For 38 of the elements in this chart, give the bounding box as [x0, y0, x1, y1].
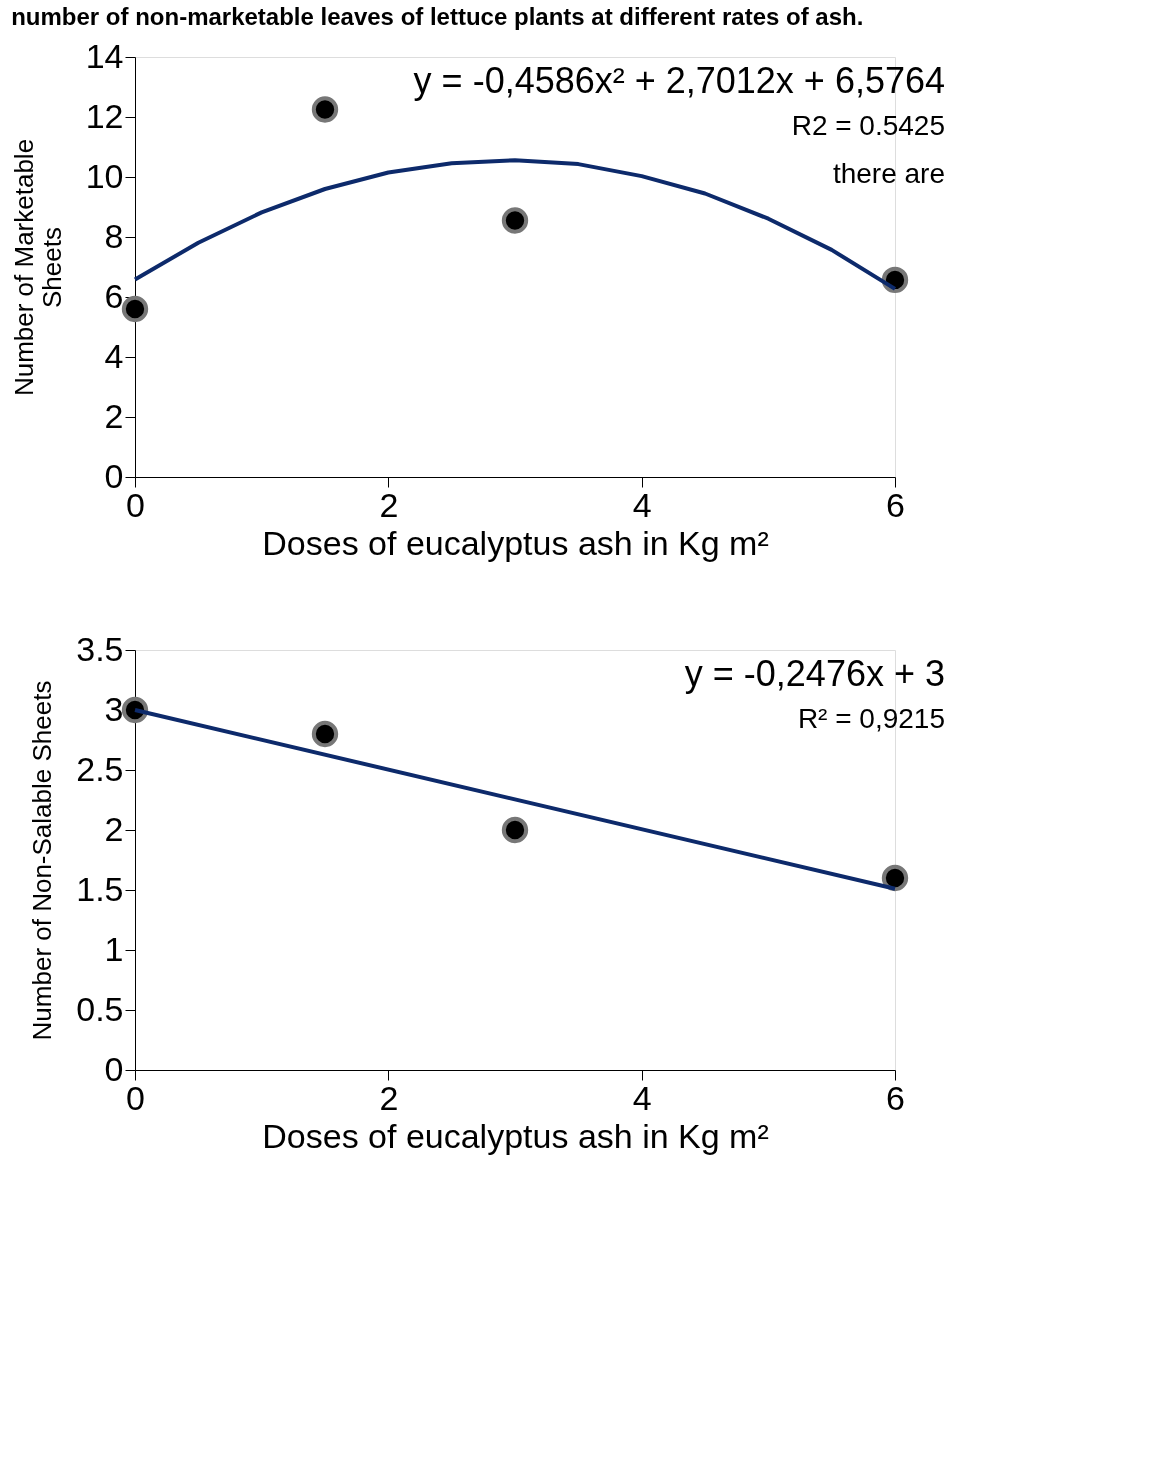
annotation: R2 = 0.5425 — [791, 110, 945, 141]
y-axis-title: Number of Marketable Sheets — [8, 138, 67, 397]
x-tick-label: 4 — [632, 1078, 652, 1117]
y-tick-label: 14 — [85, 36, 124, 75]
x-tick-label: 2 — [379, 1078, 399, 1117]
annotation: y = -0,4586x² + 2,7012x + 6,5764 — [413, 60, 945, 101]
y-tick-label: 12 — [85, 96, 124, 135]
point — [501, 816, 529, 844]
y-tick-label: 2 — [104, 809, 124, 848]
x-tick-label: 6 — [886, 1078, 905, 1117]
y-tick-label: 3.5 — [76, 629, 124, 668]
y-tick-label: 1 — [104, 929, 124, 968]
y-tick-label: 1.5 — [76, 869, 124, 908]
y-tick-label: 4 — [104, 336, 124, 375]
point — [311, 96, 339, 123]
annotation: y = -0,2476x + 3 — [684, 653, 945, 694]
y-axis-title: Number of Non-Salable Sheets — [27, 680, 58, 1041]
point — [121, 295, 149, 323]
chart-title: number of non-marketable leaves of lettuce plants at different rates of ash. — [11, 3, 864, 30]
y-tick-label: 0 — [104, 1049, 124, 1088]
annotation: there are — [832, 158, 945, 189]
point — [881, 864, 909, 892]
point — [501, 207, 529, 234]
y-tick-label: 6 — [104, 276, 124, 315]
y-tick-label: 3 — [104, 689, 124, 728]
x-tick-label: 6 — [886, 485, 905, 524]
x-tick-label: 4 — [632, 485, 652, 524]
annotation: R² = 0,9215 — [797, 703, 945, 734]
y-tick-label: 8 — [104, 216, 124, 255]
point — [311, 720, 339, 748]
x-tick-label: 2 — [379, 485, 399, 524]
y-tick-label: 10 — [85, 156, 124, 195]
y-tick-label: 0 — [104, 456, 124, 495]
y-tick-label: 2 — [104, 396, 124, 435]
y-tick-label: 0.5 — [76, 989, 124, 1028]
y-tick-label: 2.5 — [76, 749, 124, 788]
x-axis-title: Doses of eucalyptus ash in Kg m² — [262, 1116, 769, 1155]
x-axis-title: Doses of eucalyptus ash in Kg m² — [262, 523, 769, 562]
